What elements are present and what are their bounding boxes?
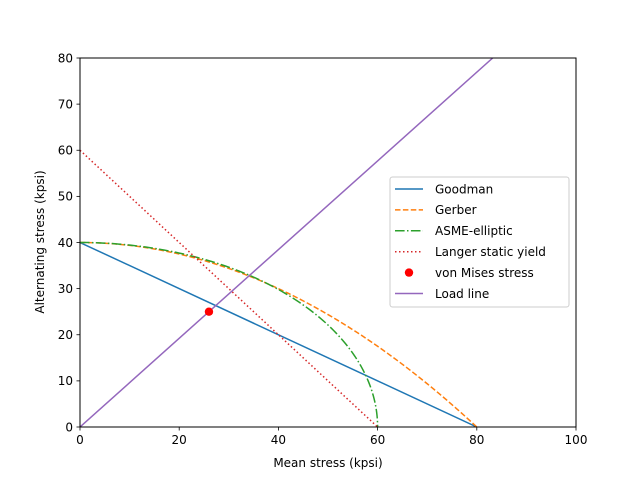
x-tick-label: 20 [172,433,187,447]
asme-elliptic-line [80,241,379,427]
y-tick-label: 0 [65,420,73,434]
y-tick-label: 70 [58,97,73,111]
legend-label: Gerber [435,203,477,217]
legend: Goodman Gerber ASME-elliptic Langer static … [389,176,570,308]
x-tick-label: 0 [76,433,84,447]
legend-marker [404,268,414,277]
legend-label: ASME-elliptic [435,224,513,238]
y-axis: 0 10 20 30 40 50 60 70 80 [58,51,80,434]
legend-entry: Langer static yield [395,245,546,259]
legend-label: Goodman [435,182,493,196]
marker-layer [204,307,214,316]
x-tick-label: 40 [271,433,286,447]
x-axis-label: Mean stress (kpsi) [273,456,382,470]
y-tick-label: 40 [58,236,73,250]
series-layer [80,58,494,427]
y-tick-label: 50 [58,190,73,204]
y-tick-label: 20 [58,328,73,342]
x-tick-label: 60 [370,433,385,447]
y-tick-label: 80 [58,51,73,65]
x-tick-label: 100 [565,433,588,447]
y-axis-label: Alternating stress (kpsi) [33,170,47,313]
y-tick-label: 30 [58,282,73,296]
y-tick-label: 10 [58,374,73,388]
legend-entry: von Mises stress [404,266,534,280]
x-axis: 0 20 40 60 80 100 [76,427,587,447]
goodman-line [80,241,478,427]
legend-box [389,176,570,308]
x-tick-label: 80 [469,433,484,447]
legend-label: von Mises stress [435,266,534,280]
legend-entry: Load line [395,287,489,301]
legend-label: Load line [435,287,489,301]
legend-entry: ASME-elliptic [395,224,513,238]
load-line-line [80,58,494,427]
legend-entry: Goodman [395,182,493,196]
von-mises-point [204,307,214,316]
y-tick-label: 60 [58,144,73,158]
legend-label: Langer static yield [435,245,546,259]
legend-entry: Gerber [395,203,477,217]
